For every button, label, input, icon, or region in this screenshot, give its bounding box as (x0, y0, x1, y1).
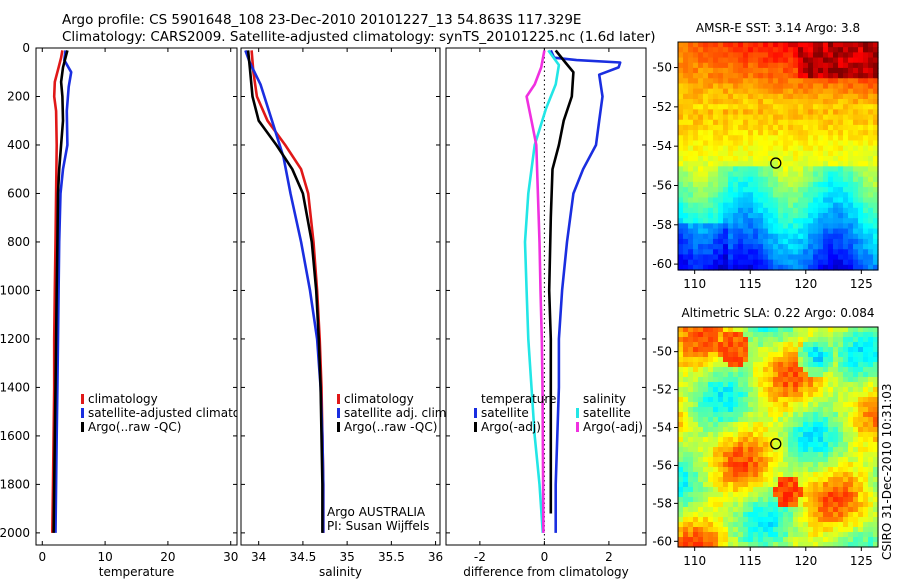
series-temperature-argo-adj- (547, 49, 575, 514)
salinity-xtick-label: 35 (339, 550, 354, 564)
temperature-ytick-label: 400 (7, 138, 30, 152)
temperature-ytick-label: 200 (7, 89, 30, 103)
sst_map-xtick-label: 110 (683, 277, 706, 291)
temperature-ytick-label: 1600 (0, 429, 30, 443)
sla_map-ytick-label: -58 (652, 496, 672, 510)
sst_map-title: AMSR-E SST: 3.14 Argo: 3.8 (696, 21, 860, 35)
sst_map-frame (677, 41, 879, 271)
sst_map-ytick-label: -56 (652, 178, 672, 192)
temperature-ytick-label: 1200 (0, 332, 30, 346)
difference-legend-salinity-swatch (576, 422, 579, 432)
series-salinity-argo-adj- (525, 50, 546, 533)
temperature-ytick-label: 2000 (0, 526, 30, 540)
difference-legend-temperature-label: temperature (481, 392, 556, 406)
sla_map-field (678, 327, 879, 548)
temperature-xtick-label: 30 (223, 550, 238, 564)
temperature-ytick-label: 1800 (0, 477, 30, 491)
salinity-legend-label: satellite adj. clim. (344, 406, 450, 420)
sla_map-xtick-label: 120 (794, 554, 817, 568)
salinity-legend-label: Argo(..raw -QC) (344, 420, 437, 434)
difference-legend-temperature-label: Argo(-adj) (481, 420, 541, 434)
sst_map-ytick-label: -58 (652, 218, 672, 232)
sst_map-argo-marker (770, 157, 782, 169)
salinity-xtick-label: 34 (251, 550, 266, 564)
sla_map-ytick-label: -56 (652, 458, 672, 472)
sst_map-xtick-label: 115 (739, 277, 762, 291)
temperature-xlabel: temperature (99, 565, 174, 579)
sla_map-frame (677, 326, 879, 548)
salinity-xtick-label: 34.5 (290, 550, 317, 564)
sla_map-ytick-label: -52 (652, 383, 672, 397)
difference-legend: temperaturesatelliteArgo(-adj)salinitysa… (474, 392, 643, 434)
sla_map-ytick-label: -54 (652, 421, 672, 435)
temperature-ytick-label: 1400 (0, 380, 30, 394)
temperature-ytick-label: 600 (7, 186, 30, 200)
sla_map-xtick-label: 125 (850, 554, 873, 568)
series-argo-raw-qc- (246, 50, 324, 533)
sla_map-ytick-label: -50 (652, 345, 672, 359)
sla_map-xtick-label: 115 (739, 554, 762, 568)
difference-legend-salinity-label: satellite (583, 406, 631, 420)
difference-legend-temperature-label: satellite (481, 406, 529, 420)
salinity-legend-swatch (337, 394, 340, 404)
temperature-legend-label: Argo(..raw -QC) (88, 420, 181, 434)
sla_map-argo-marker (770, 438, 782, 450)
difference-xlabel: difference from climatology (463, 565, 629, 579)
sla_map-ytick-label: -60 (652, 534, 672, 548)
sla_map-title: Altimetric SLA: 0.22 Argo: 0.084 (681, 306, 874, 320)
difference-legend-salinity-label: salinity (583, 392, 626, 406)
salinity-legend-swatch (337, 408, 340, 418)
salinity-xlabel: salinity (319, 565, 362, 579)
difference-xtick-label: -2 (474, 550, 486, 564)
temperature-xtick-label: 10 (97, 550, 112, 564)
sst_map-field (678, 42, 879, 271)
temperature-xtick-label: 20 (160, 550, 175, 564)
temperature-legend-swatch (81, 422, 84, 432)
series-salinity-satellite (523, 49, 561, 533)
sst_map-xtick-label: 125 (850, 277, 873, 291)
salinity-annotation: Argo AUSTRALIA (327, 505, 426, 519)
sla_map-xtick-label: 110 (683, 554, 706, 568)
salinity-annotation: PI: Susan Wijffels (327, 519, 429, 533)
panel-sst_map: AMSR-E SST: 3.14 Argo: 3.8 110 115 120 125 -5… (652, 21, 879, 291)
temperature-xtick-label: 0 (38, 550, 46, 564)
difference-xtick-label: 0 (541, 550, 549, 564)
figure-title-line2: Climatology: CARS2009. Satellite-adjuste… (62, 29, 656, 45)
temperature-legend-swatch (81, 394, 84, 404)
temperature-frame (35, 47, 238, 546)
difference-frame (445, 47, 647, 546)
series-satellite-adjusted-climatology (54, 50, 73, 533)
difference-legend-salinity-label: Argo(-adj) (583, 420, 643, 434)
sst_map-ytick-label: -50 (652, 61, 672, 75)
salinity-frame (240, 47, 441, 546)
sst_map-xtick-label: 120 (794, 277, 817, 291)
figure-title-line1: Argo profile: CS 5901648_108 23-Dec-2010… (62, 12, 582, 28)
panel-salinity: 34 34.5 35 35.5 36 salinity climatologysatelli… (240, 47, 450, 579)
temperature-legend-swatch (81, 408, 84, 418)
salinity-xtick-label: 35.5 (378, 550, 405, 564)
temperature-ytick-label: 0 (22, 41, 30, 55)
sst_map-ytick-label: -54 (652, 139, 672, 153)
temperature-legend-label: climatology (88, 392, 158, 406)
panel-temperature: 0 200 400 600 800 1000 1200 1400 1600 1800 2000 0 10… (0, 41, 266, 579)
difference-legend-temperature-swatch (474, 408, 477, 418)
sst_map-ytick-label: -52 (652, 100, 672, 114)
salinity-xtick-label: 36 (428, 550, 443, 564)
temperature-ytick-label: 1000 (0, 283, 30, 297)
temperature-legend-label: satellite-adjusted climatology (88, 406, 266, 420)
salinity-legend-swatch (337, 422, 340, 432)
difference-legend-salinity-swatch (576, 408, 579, 418)
salinity-legend-label: climatology (344, 392, 414, 406)
series-temperature-satellite (549, 49, 622, 533)
difference-legend-temperature-swatch (474, 422, 477, 432)
temperature-ytick-label: 800 (7, 235, 30, 249)
sst_map-ytick-label: -60 (652, 257, 672, 271)
difference-xtick-label: 2 (605, 550, 613, 564)
series-argo-raw-qc- (52, 50, 69, 533)
panel-sla_map: Altimetric SLA: 0.22 Argo: 0.084 110 115 12… (652, 306, 879, 568)
